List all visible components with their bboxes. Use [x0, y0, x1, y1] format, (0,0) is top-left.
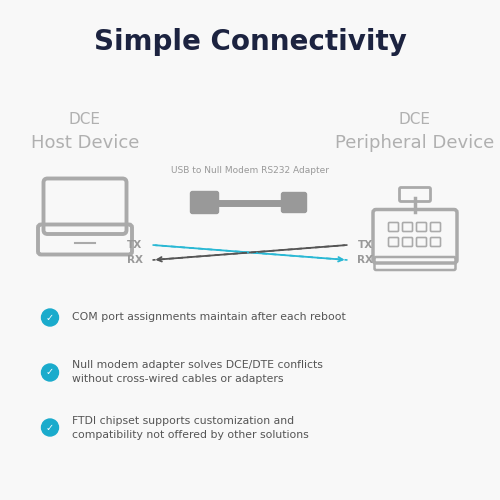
FancyBboxPatch shape: [190, 192, 218, 214]
Text: FTDI chipset supports customization and
compatibility not offered by other solut: FTDI chipset supports customization and …: [72, 416, 309, 440]
Text: TX: TX: [358, 240, 373, 250]
Circle shape: [42, 419, 58, 436]
Text: RX: RX: [358, 255, 374, 265]
Text: TX: TX: [127, 240, 142, 250]
Text: Null modem adapter solves DCE/DTE conflicts
without cross-wired cables or adapte: Null modem adapter solves DCE/DTE confli…: [72, 360, 324, 384]
Text: DCE: DCE: [69, 112, 101, 128]
FancyBboxPatch shape: [282, 192, 306, 212]
Text: ✓: ✓: [46, 368, 54, 378]
Text: Simple Connectivity: Simple Connectivity: [94, 28, 406, 56]
Text: USB to Null Modem RS232 Adapter: USB to Null Modem RS232 Adapter: [171, 166, 329, 174]
Text: ✓: ✓: [46, 312, 54, 322]
Circle shape: [42, 364, 58, 381]
Text: COM port assignments maintain after each reboot: COM port assignments maintain after each…: [72, 312, 346, 322]
Circle shape: [42, 309, 58, 326]
Text: DCE: DCE: [399, 112, 431, 128]
Text: Peripheral Device: Peripheral Device: [336, 134, 494, 152]
Text: ✓: ✓: [46, 422, 54, 432]
Text: Host Device: Host Device: [31, 134, 139, 152]
Text: RX: RX: [126, 255, 142, 265]
